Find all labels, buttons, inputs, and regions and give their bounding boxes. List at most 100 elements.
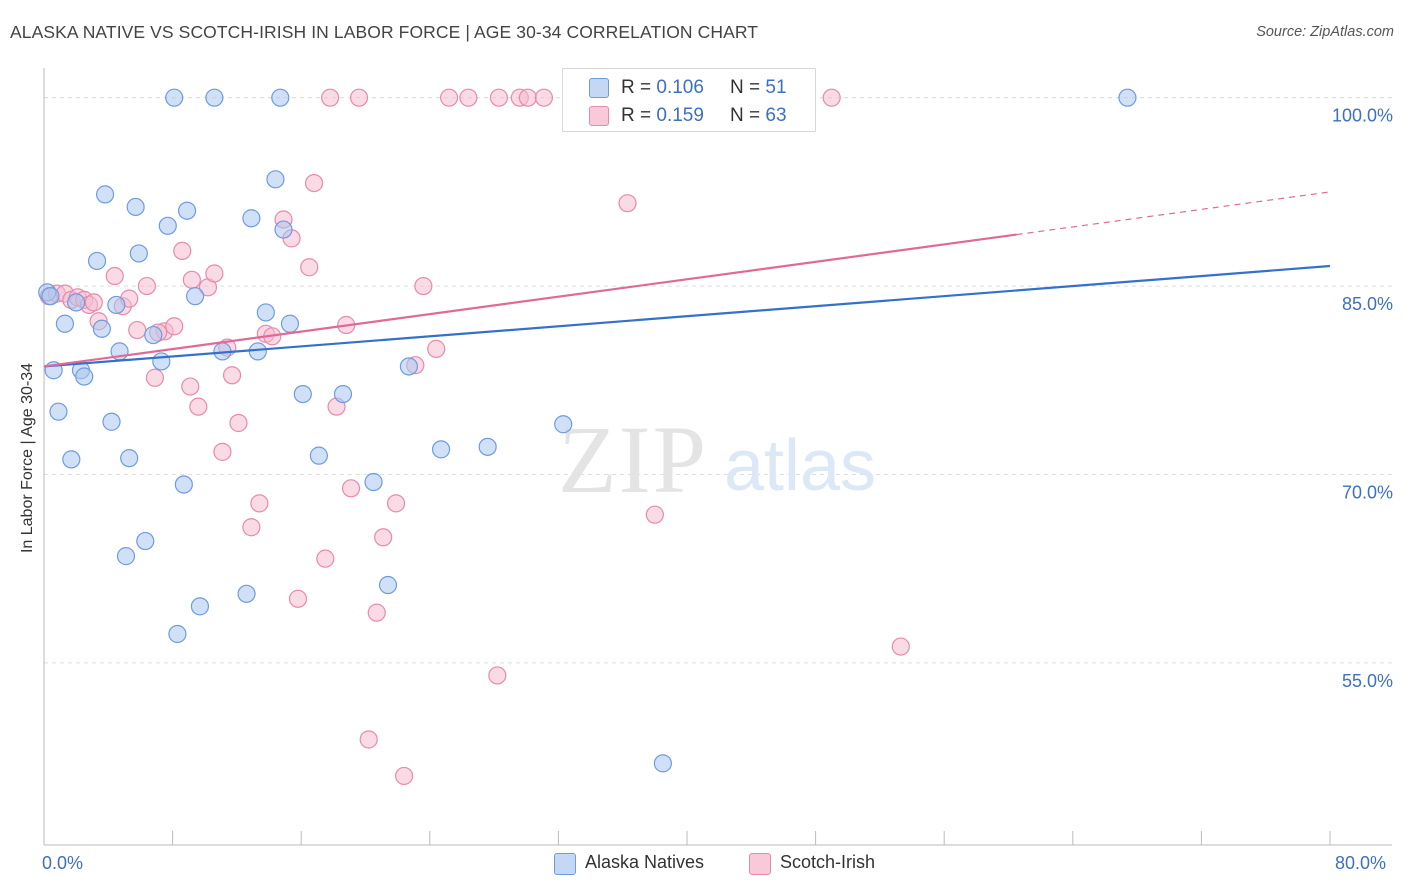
alaska-point <box>378 575 398 595</box>
alaska-point <box>280 314 300 333</box>
scotch-point <box>137 276 156 296</box>
alaska-point <box>271 88 290 107</box>
alaska-point <box>399 357 419 376</box>
scotch-point <box>394 766 414 786</box>
stats-legend: R = 0.106 N = 51 R = 0.159 N = 63 <box>562 68 816 132</box>
scotch-point <box>386 494 406 513</box>
scotch-point <box>518 88 537 107</box>
alaska-point <box>67 293 86 312</box>
alaska-point <box>87 251 107 271</box>
scotch-point <box>891 637 910 656</box>
legend-n-value-alaska: 51 <box>765 77 787 98</box>
alaska-point <box>333 384 353 404</box>
legend-row-alaska: R = 0.106 N = 51 <box>563 73 815 101</box>
y-tick-label: 100.0% <box>1332 106 1393 126</box>
source-credit: Source: ZipAtlas.com <box>1256 24 1394 40</box>
scotch-point <box>300 258 319 277</box>
alaska-point <box>136 531 155 551</box>
chart-title: ALASKA NATIVE VS SCOTCH-IRISH IN LABOR F… <box>10 22 759 42</box>
watermark-zip: ZIP <box>558 406 708 513</box>
alaska-point <box>478 437 497 456</box>
grid-lines <box>44 97 1392 664</box>
scotch-point <box>618 194 637 213</box>
legend-r-value-scotch: 0.159 <box>656 105 704 126</box>
alaska-point <box>152 352 171 371</box>
y-tick-label: 85.0% <box>1342 294 1393 314</box>
scotch-point <box>128 320 147 340</box>
alaska-point <box>102 412 121 431</box>
alaska-point <box>62 450 81 469</box>
watermark: ZIP atlas <box>558 406 876 513</box>
alaska-point <box>431 440 451 459</box>
alaska-point <box>92 319 111 338</box>
y-axis-label: In Labor Force | Age 30-34 <box>19 362 36 554</box>
x-tick-label-min: 0.0% <box>42 853 84 873</box>
legend-swatch-scotch <box>589 106 609 126</box>
alaska-point <box>107 295 126 315</box>
legend-r-scotch: R = 0.159 <box>621 105 704 127</box>
alaska-point <box>165 88 184 107</box>
scotch-point <box>213 442 232 461</box>
alaska-point <box>190 597 210 616</box>
alaska-point <box>75 367 94 386</box>
scotch-point <box>205 264 224 283</box>
alaska-point <box>554 415 573 434</box>
y-tick-label: 55.0% <box>1342 671 1393 691</box>
alaska-point <box>126 197 145 217</box>
scotch-point <box>84 293 103 312</box>
legend-r-value-alaska: 0.106 <box>656 77 704 98</box>
scotch-point <box>189 397 208 416</box>
alaska-point <box>248 342 267 361</box>
scotch-point <box>439 88 459 107</box>
scotch-point <box>316 549 335 568</box>
watermark-atlas: atlas <box>724 426 876 506</box>
scotch-point <box>321 88 340 107</box>
alaska-point <box>364 472 383 492</box>
scotch-point <box>427 339 446 358</box>
scotch-point <box>341 479 361 498</box>
scotch-point <box>488 666 507 685</box>
alaska-point <box>120 449 139 468</box>
scotch-point <box>489 88 509 107</box>
alaska-point <box>242 209 261 228</box>
scotch-trend-line <box>43 233 1017 368</box>
series-legend: Alaska Natives Scotch-Irish <box>0 852 1406 878</box>
series-swatch-scotch <box>749 853 771 875</box>
series-swatch-alaska <box>554 853 576 875</box>
legend-row-scotch: R = 0.159 N = 63 <box>563 101 815 129</box>
alaska-point <box>55 314 74 333</box>
alaska-point <box>186 287 205 306</box>
scotch-point <box>250 494 269 513</box>
scotch-point <box>304 173 324 193</box>
alaska-point <box>309 446 328 465</box>
y-tick-label: 70.0% <box>1342 482 1393 502</box>
x-tick-label-max: 80.0% <box>1335 853 1387 873</box>
scotch-point <box>181 377 200 396</box>
alaska-point <box>266 170 285 189</box>
alaska-point <box>116 547 136 566</box>
legend-r-alaska: R = 0.106 <box>621 77 704 99</box>
alaska-point <box>168 624 187 644</box>
scotch-point <box>105 266 124 286</box>
y-tick-labels: 55.0% 70.0% 85.0% 100.0% <box>1332 106 1393 691</box>
legend-swatch-alaska <box>589 78 609 98</box>
legend-r-label: R = <box>621 77 652 98</box>
alaska-point <box>174 475 193 494</box>
alaska-point <box>158 216 177 235</box>
alaska-trend-line <box>43 264 1331 368</box>
series-name-scotch: Scotch-Irish <box>780 852 876 872</box>
scotch-point <box>349 88 369 107</box>
legend-n-alaska: N = 51 <box>730 77 787 99</box>
scotch-point <box>173 241 192 261</box>
scotch-point <box>459 88 478 107</box>
scotch-point <box>222 366 242 385</box>
scotch-point <box>165 317 184 336</box>
alaska-point <box>1118 88 1137 107</box>
scotch-point <box>229 413 248 433</box>
scotch-point <box>242 518 261 537</box>
scotch-point <box>288 589 308 608</box>
legend-n-label: N = <box>730 77 761 98</box>
alaska-point <box>41 287 60 306</box>
alaska-point <box>144 325 163 345</box>
alaska-point <box>205 88 224 107</box>
